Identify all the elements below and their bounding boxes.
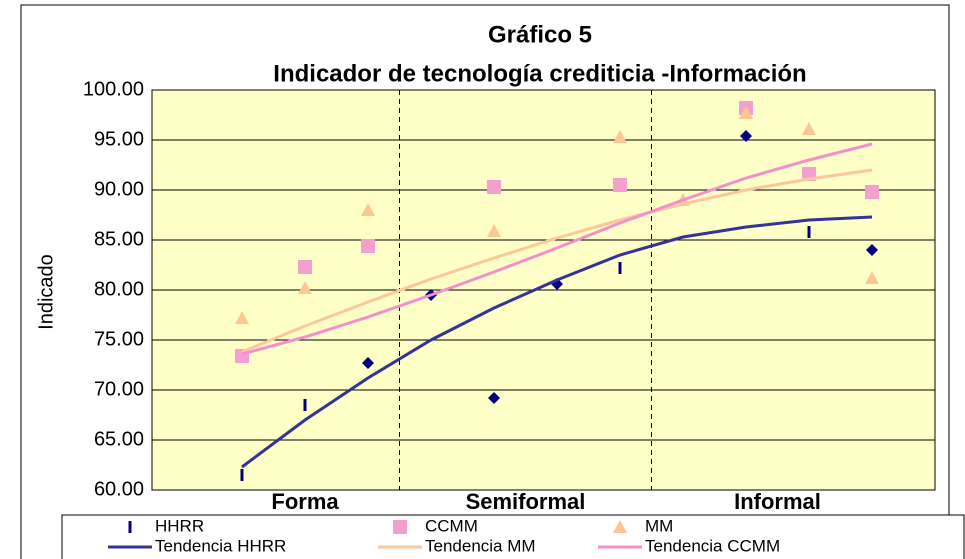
data-point bbox=[613, 178, 627, 192]
group-label: Forma bbox=[271, 489, 339, 514]
legend-label: CCMM bbox=[425, 516, 478, 535]
legend-label: Tendencia HHRR bbox=[155, 536, 286, 555]
legend-symbol bbox=[393, 520, 407, 534]
data-point bbox=[618, 262, 622, 274]
y-tick-label: 65.00 bbox=[94, 428, 144, 450]
y-tick-label: 100.00 bbox=[83, 78, 144, 100]
legend-label: Tendencia CCMM bbox=[645, 536, 780, 555]
data-point bbox=[613, 130, 627, 143]
group-label: Semiformal bbox=[466, 489, 586, 514]
data-point bbox=[865, 271, 879, 284]
legend-label: Tendencia MM bbox=[425, 536, 536, 555]
trend-line bbox=[241, 215, 873, 469]
legend-symbol bbox=[613, 520, 627, 533]
data-point bbox=[488, 392, 500, 404]
data-point bbox=[361, 239, 375, 253]
legend-symbol bbox=[128, 521, 132, 533]
data-point bbox=[739, 106, 753, 119]
y-tick-label: 70.00 bbox=[94, 378, 144, 400]
data-point bbox=[361, 203, 375, 216]
data-point bbox=[298, 281, 312, 294]
y-axis-label: Indicado bbox=[35, 254, 57, 330]
y-tick-label: 85.00 bbox=[94, 228, 144, 250]
data-point bbox=[802, 122, 816, 135]
data-point bbox=[303, 399, 307, 411]
y-tick-label: 80.00 bbox=[94, 278, 144, 300]
data-point bbox=[487, 180, 501, 194]
trend-line bbox=[241, 142, 873, 356]
data-point bbox=[362, 357, 374, 369]
data-point bbox=[235, 311, 249, 324]
trend-line bbox=[241, 168, 873, 354]
data-point bbox=[487, 224, 501, 237]
group-label: Informal bbox=[734, 489, 821, 514]
chart-subtitle: Indicador de tecnología crediticia -Info… bbox=[273, 60, 806, 87]
y-tick-label: 95.00 bbox=[94, 128, 144, 150]
legend-label: MM bbox=[645, 516, 673, 535]
y-tick-label: 90.00 bbox=[94, 178, 144, 200]
data-point bbox=[298, 260, 312, 274]
data-point bbox=[865, 185, 879, 199]
y-tick-label: 75.00 bbox=[94, 328, 144, 350]
legend-label: HHRR bbox=[155, 516, 204, 535]
data-point bbox=[740, 130, 752, 142]
data-point bbox=[866, 244, 878, 256]
data-point bbox=[807, 226, 811, 238]
data-point bbox=[240, 469, 244, 481]
legend bbox=[61, 514, 965, 559]
y-tick-label: 60.00 bbox=[94, 478, 144, 500]
chart-title: Gráfico 5 bbox=[488, 21, 592, 48]
